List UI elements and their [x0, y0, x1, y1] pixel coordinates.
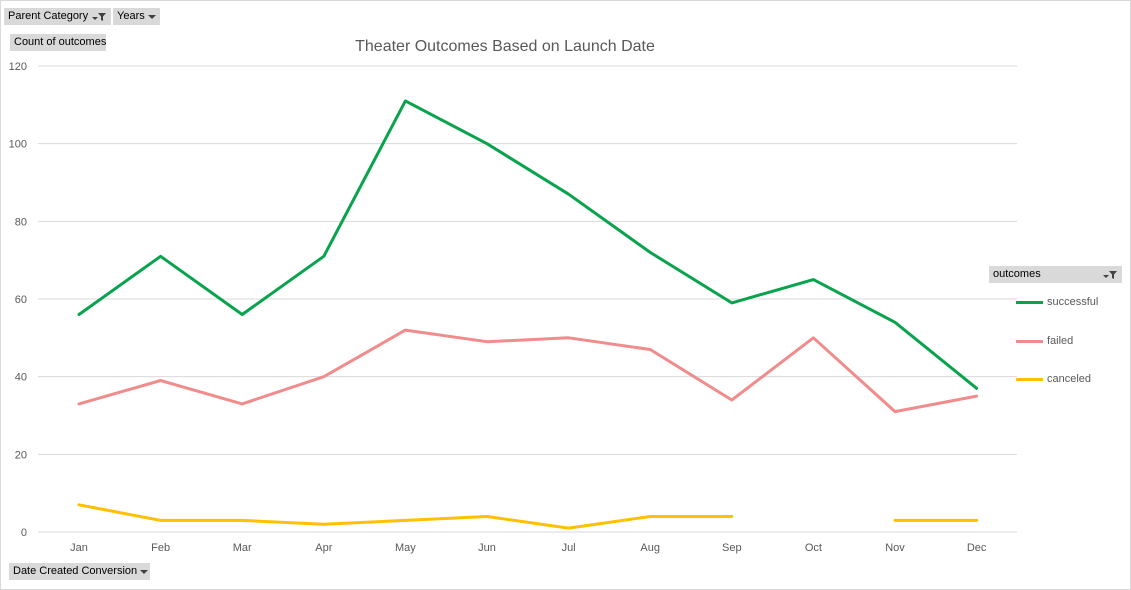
y-tick-label: 40 [15, 372, 27, 384]
values-field-label: Count of outcomes [14, 36, 107, 48]
y-tick-label: 20 [15, 449, 27, 461]
y-tick-label: 80 [15, 216, 27, 228]
outcomes-label: outcomes [993, 268, 1041, 280]
legend-label-failed: failed [1047, 335, 1074, 347]
legend-item-successful: successful [1016, 295, 1098, 309]
legend-label-canceled: canceled [1047, 373, 1092, 385]
values-field-button[interactable]: Count of outcomes [10, 34, 106, 51]
years-filter-button[interactable]: Years [113, 8, 160, 25]
filter-dropdown-icon [1102, 270, 1118, 280]
y-tick-label: 100 [9, 139, 27, 151]
x-tick-label: Sep [722, 542, 742, 554]
x-tick-label: Apr [315, 542, 332, 554]
x-tick-label: Jul [562, 542, 576, 554]
x-tick-label: Feb [151, 542, 170, 554]
x-tick-label: May [395, 542, 416, 554]
y-tick-label: 120 [9, 61, 27, 73]
years-label: Years [117, 10, 145, 22]
legend-item-canceled: canceled [1016, 372, 1091, 386]
x-tick-label: Jun [478, 542, 496, 554]
chevron-down-icon [147, 14, 156, 20]
legend-swatch-failed [1016, 339, 1043, 343]
parent-category-label: Parent Category [8, 10, 89, 22]
series-line-failed [77, 328, 979, 414]
chart-title: Theater Outcomes Based on Launch Date [355, 38, 655, 55]
x-tick-label: Nov [885, 542, 905, 554]
series-line-canceled [77, 503, 734, 530]
parent-category-filter-button[interactable]: Parent Category [4, 8, 111, 25]
y-tick-label: 60 [15, 294, 27, 306]
axis-field-label: Date Created Conversion [13, 565, 138, 577]
x-tick-label: Mar [233, 542, 252, 554]
legend-label-successful: successful [1047, 296, 1099, 308]
series-line-successful [77, 99, 979, 390]
x-tick-label: Dec [967, 542, 987, 554]
x-tick-label: Oct [805, 542, 822, 554]
chevron-down-icon [140, 569, 149, 575]
y-tick-label: 0 [21, 527, 27, 539]
outcomes-legend-filter-button[interactable]: outcomes [989, 266, 1122, 283]
x-tick-label: Aug [640, 542, 660, 554]
filter-dropdown-icon [91, 12, 107, 22]
legend-swatch-successful [1016, 300, 1043, 304]
legend-item-failed: failed [1016, 334, 1073, 348]
x-tick-label: Jan [70, 542, 88, 554]
legend-swatch-canceled [1016, 377, 1043, 381]
axis-field-button[interactable]: Date Created Conversion [9, 563, 150, 580]
